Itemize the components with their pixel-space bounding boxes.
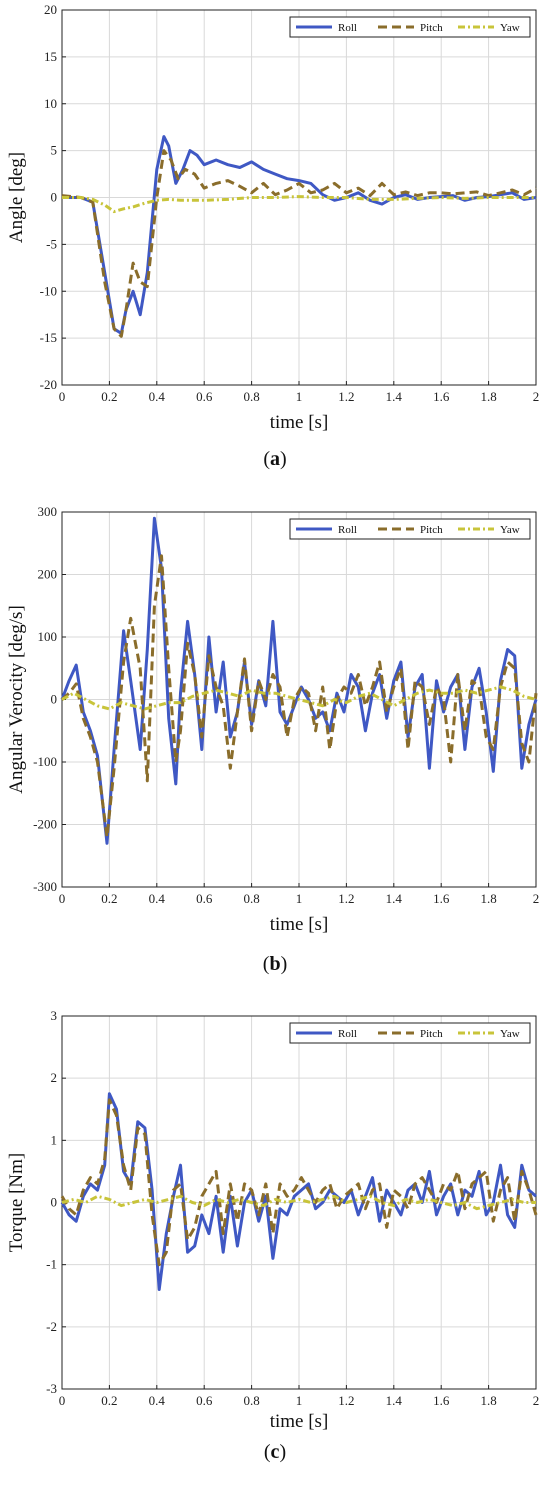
x-tick-label: 1.8 (480, 1393, 496, 1408)
legend-label-roll: Roll (338, 524, 357, 536)
x-tick-label: 1.4 (386, 891, 403, 906)
legend-label-pitch: Pitch (420, 524, 443, 536)
y-tick-label: 15 (44, 49, 57, 64)
x-tick-label: 0 (59, 389, 66, 404)
y-tick-label: -5 (46, 236, 57, 251)
x-tick-label: 0.4 (149, 1393, 166, 1408)
chart-c: 0 0.2 0.4 0.6 0.8 1 1.2 1.4 1.6 1.8 2 -3 -2 -1 0 1 2 3 tim… (6, 1008, 540, 1432)
y-tick-label: -20 (40, 377, 57, 392)
y-axis-label: Angular Verocity [deg/s] (6, 605, 27, 794)
x-tick-label: 0.8 (243, 389, 259, 404)
x-tick-label: 1 (296, 891, 303, 906)
y-tick-label: -200 (33, 817, 57, 832)
y-tick-label: -10 (40, 283, 57, 298)
legend: Roll Pitch Yaw (289, 16, 531, 38)
x-tick-label: 1.6 (433, 389, 450, 404)
y-tick-label: 1 (51, 1132, 58, 1147)
y-tick-label: -2 (46, 1319, 57, 1334)
y-tick-label: -15 (40, 330, 57, 345)
legend-label-roll: Roll (338, 1028, 357, 1040)
x-tick-label: 0.6 (196, 891, 213, 906)
x-axis-label: time [s] (270, 1411, 329, 1432)
x-tick-label: 0.8 (243, 1393, 259, 1408)
x-tick-label: 0.8 (243, 891, 259, 906)
x-tick-label: 1.2 (338, 891, 354, 906)
y-tick-label: 2 (51, 1070, 58, 1085)
y-tick-label: 20 (44, 2, 57, 17)
caption-letter: b (269, 953, 281, 975)
x-tick-label: 1.2 (338, 1393, 354, 1408)
caption-c: (c) (263, 1441, 287, 1463)
x-tick-label: 1 (296, 1393, 303, 1408)
y-tick-label: 200 (38, 567, 58, 582)
series-line-roll (62, 135, 537, 335)
chart-panel-c: 0 0.2 0.4 0.6 0.8 1 1.2 1.4 1.6 1.8 2 -3 -2 -1 0 1 2 3 tim… (0, 995, 550, 1487)
caption-a: (a) (263, 448, 287, 470)
x-tick-label: 2 (533, 1393, 540, 1408)
series-line-pitch (60, 1098, 538, 1267)
x-tick-label: 0.6 (196, 1393, 213, 1408)
y-tick-label: -300 (33, 879, 57, 894)
x-tick-label: 1 (296, 389, 303, 404)
chart-a: 0 0.2 0.4 0.6 0.8 1 1.2 1.4 1.6 1.8 2 -20 -15 -10 -5 0 5… (6, 2, 540, 433)
y-tick-label: 10 (44, 96, 57, 111)
x-tick-label: 1.8 (480, 389, 496, 404)
y-tick-label: 3 (51, 1008, 58, 1023)
y-tick-label: -1 (46, 1257, 57, 1272)
legend-label-yaw: Yaw (500, 1028, 520, 1040)
y-tick-label: 0 (51, 190, 58, 205)
x-tick-label: 2 (533, 389, 540, 404)
legend-label-yaw: Yaw (500, 22, 520, 34)
x-tick-label: 1.8 (480, 891, 496, 906)
series-line-pitch (61, 149, 537, 338)
legend-label-pitch: Pitch (420, 1028, 443, 1040)
x-tick-label: 0.2 (101, 891, 117, 906)
caption-b: (b) (262, 953, 288, 975)
y-tick-label: -100 (33, 754, 57, 769)
series-line-yaw (62, 195, 536, 214)
series-line-roll (60, 1092, 537, 1291)
x-tick-label: 1.4 (386, 1393, 403, 1408)
chart-panel-a: 0 0.2 0.4 0.6 0.8 1 1.2 1.4 1.6 1.8 2 -20 -15 -10 -5 0 5… (0, 0, 550, 490)
x-tick-label: 0.4 (149, 891, 166, 906)
chart-panel-b: 0 0.2 0.4 0.6 0.8 1 1.2 1.4 1.6 1.8 2 -300 -200 -100 0… (0, 495, 550, 990)
y-axis-label: Angle [deg] (6, 152, 27, 243)
legend-label-pitch: Pitch (420, 22, 443, 34)
x-tick-label: 1.6 (433, 891, 450, 906)
x-tick-label: 0 (59, 1393, 66, 1408)
legend: Roll Pitch Yaw (289, 518, 531, 540)
series-line-yaw (61, 685, 537, 711)
x-axis-label: time [s] (270, 914, 329, 935)
series-line-pitch (61, 554, 538, 839)
y-tick-label: 5 (51, 143, 58, 158)
x-tick-label: 1.2 (338, 389, 354, 404)
y-tick-label: 0 (51, 692, 58, 707)
series-line-yaw (61, 1194, 536, 1211)
x-tick-label: 1.6 (433, 1393, 450, 1408)
x-axis-label: time [s] (270, 412, 329, 433)
legend-label-roll: Roll (338, 22, 357, 34)
x-tick-label: 0 (59, 891, 66, 906)
x-tick-label: 0.2 (101, 389, 117, 404)
y-tick-label: 300 (38, 504, 58, 519)
x-tick-label: 0.4 (149, 389, 166, 404)
y-axis-label: Torque [Nm] (6, 1153, 27, 1252)
chart-b: 0 0.2 0.4 0.6 0.8 1 1.2 1.4 1.6 1.8 2 -300 -200 -100 0… (6, 504, 540, 935)
y-tick-label: -3 (46, 1381, 57, 1396)
x-tick-label: 1.4 (386, 389, 403, 404)
y-tick-label: 0 (51, 1195, 58, 1210)
x-tick-label: 0.6 (196, 389, 213, 404)
caption-letter: c (270, 1441, 280, 1463)
y-tick-label: 100 (38, 629, 58, 644)
legend-label-yaw: Yaw (500, 524, 520, 536)
caption-letter: a (270, 448, 280, 470)
x-tick-label: 2 (533, 891, 540, 906)
legend: Roll Pitch Yaw (289, 1022, 531, 1044)
x-tick-label: 0.2 (101, 1393, 117, 1408)
